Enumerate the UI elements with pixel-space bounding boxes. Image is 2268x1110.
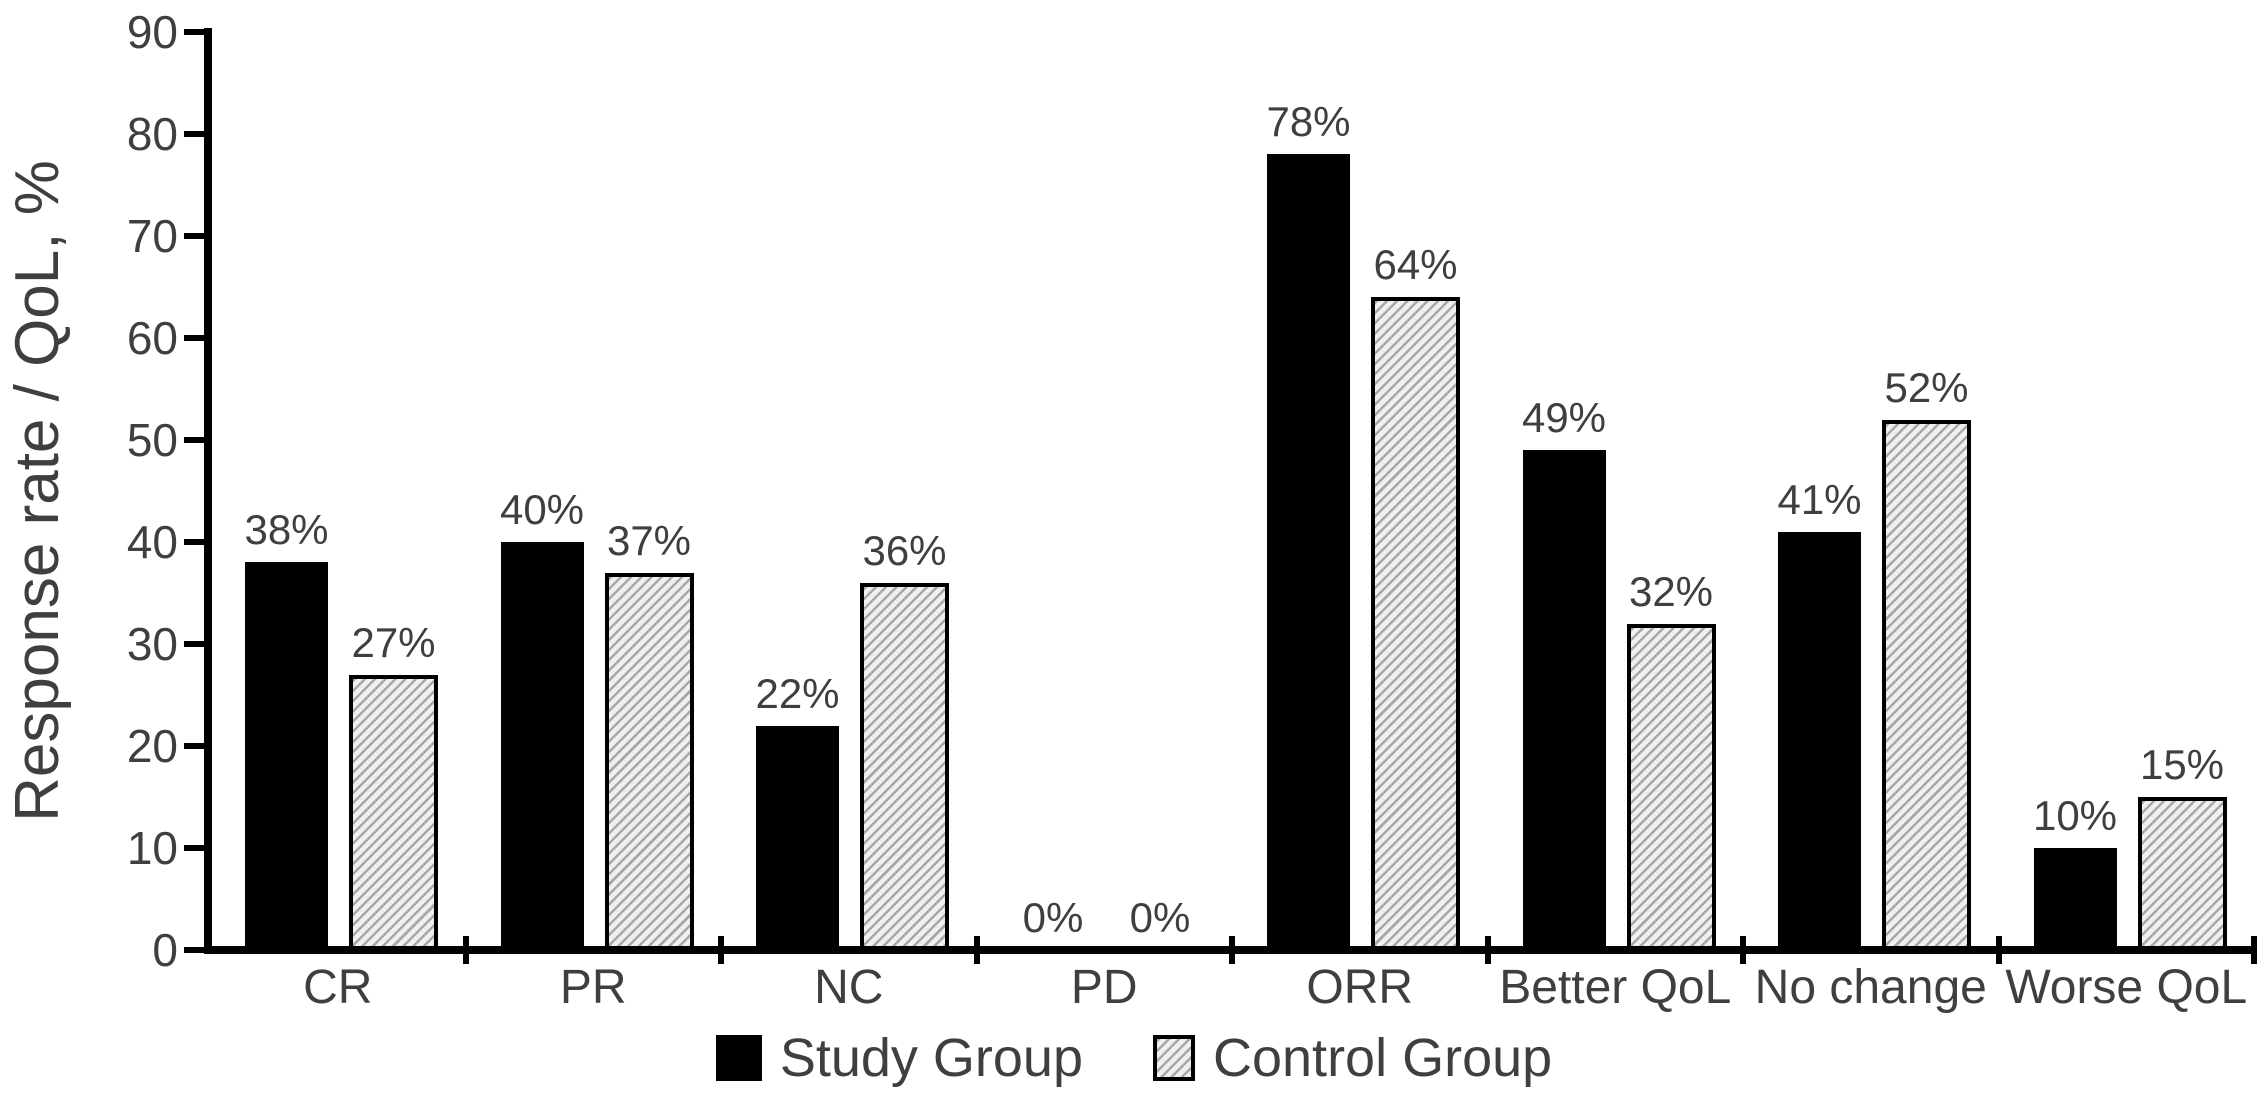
- x-axis-category-label: No change: [1754, 961, 1987, 1014]
- bar-value-label-study-PR: 40%: [499, 486, 585, 533]
- bar-value-label-control-ORR: 64%: [1373, 241, 1458, 288]
- x-axis-tick: [1740, 936, 1746, 964]
- y-axis-tick: [184, 437, 208, 443]
- x-axis-category-label: CR: [303, 961, 373, 1014]
- y-axis-tick-label: 90: [126, 6, 178, 58]
- x-axis-category-label: PR: [559, 961, 627, 1014]
- y-axis-tick: [184, 233, 208, 239]
- bar-study-Better QoL: [1522, 450, 1606, 950]
- y-axis-tick: [184, 29, 208, 35]
- bar-control-PR: [604, 573, 694, 950]
- bar-value-label-study-No change: 41%: [1777, 476, 1862, 523]
- bar-study-ORR: [1267, 154, 1350, 950]
- control-group-swatch-icon: [1153, 1035, 1195, 1081]
- y-axis-tick-label: 70: [126, 210, 178, 262]
- x-axis-tick: [462, 936, 469, 964]
- bar-value-label-control-CR: 27%: [351, 619, 436, 666]
- bar-study-No change: [1778, 532, 1861, 950]
- y-axis-tick: [184, 335, 208, 341]
- legend-item-study-group: Study Group: [715, 1026, 1083, 1090]
- y-axis-title: Response rate / QoL, %: [3, 160, 72, 822]
- x-axis-tick: [1229, 936, 1235, 964]
- bar-study-NC: [756, 726, 839, 950]
- study-group-swatch-icon: [715, 1035, 762, 1081]
- bar-value-label-study-Worse QoL: 10%: [2032, 792, 2118, 839]
- x-axis-category-label: Worse QoL: [2005, 961, 2248, 1014]
- y-axis-tick-label: 30: [126, 618, 178, 670]
- bar-value-label-control-No change: 52%: [1884, 364, 1969, 411]
- x-axis-tick: [1484, 936, 1491, 964]
- bar-control-CR: [349, 675, 438, 950]
- bar-control-ORR: [1371, 297, 1460, 950]
- y-axis-tick-label: 10: [126, 822, 178, 874]
- y-axis-line: [204, 28, 212, 953]
- bar-control-NC: [860, 583, 949, 950]
- x-axis-category-label: ORR: [1306, 961, 1414, 1014]
- bar-study-Worse QoL: [2033, 848, 2117, 950]
- y-axis-tick-label: 80: [126, 108, 178, 160]
- bar-value-label-control-NC: 36%: [862, 527, 947, 574]
- bar-value-label-control-PD: 0%: [1129, 894, 1191, 941]
- y-axis-tick: [184, 947, 208, 953]
- bar-control-Worse QoL: [2137, 797, 2227, 950]
- x-axis-tick: [2251, 936, 2257, 964]
- bar-value-label-control-PR: 37%: [606, 517, 692, 564]
- y-axis-tick-label: 40: [126, 516, 178, 568]
- bar-control-Better QoL: [1626, 624, 1716, 950]
- y-axis-tick: [184, 845, 208, 851]
- y-axis-tick: [184, 743, 208, 749]
- y-axis-tick-label: 50: [126, 414, 178, 466]
- bar-value-label-study-NC: 22%: [755, 670, 840, 717]
- y-axis-tick: [184, 539, 208, 545]
- x-axis-category-label: PD: [1070, 961, 1138, 1014]
- y-axis-tick-label: 20: [126, 720, 178, 772]
- bar-value-label-control-Better QoL: 32%: [1628, 568, 1714, 615]
- chart-legend: Study Group Control Group: [0, 1026, 2268, 1090]
- bar-value-label-study-Better QoL: 49%: [1521, 394, 1607, 441]
- bar-control-No change: [1882, 420, 1971, 950]
- bar-value-label-study-CR: 38%: [244, 506, 329, 553]
- y-axis-tick-label: 60: [126, 312, 178, 364]
- bar-value-label-study-PD: 0%: [1022, 894, 1084, 941]
- x-axis-tick: [973, 936, 980, 964]
- bar-value-label-control-Worse QoL: 15%: [2139, 741, 2225, 788]
- x-axis-category-label: Better QoL: [1499, 961, 1732, 1014]
- legend-label-control-group: Control Group: [1213, 1028, 1553, 1088]
- bar-value-label-study-ORR: 78%: [1266, 98, 1351, 145]
- legend-item-control-group: Control Group: [1153, 1026, 1552, 1090]
- bar-study-CR: [245, 562, 328, 950]
- legend-label-study-group: Study Group: [779, 1028, 1083, 1088]
- bar-study-PR: [500, 542, 584, 950]
- y-axis-tick: [184, 131, 208, 137]
- y-axis-tick-label: 0: [152, 924, 178, 976]
- x-axis-tick: [718, 936, 724, 964]
- y-axis-tick: [184, 641, 208, 647]
- x-axis-category-label: NC: [814, 961, 884, 1014]
- x-axis-tick: [1995, 936, 2002, 964]
